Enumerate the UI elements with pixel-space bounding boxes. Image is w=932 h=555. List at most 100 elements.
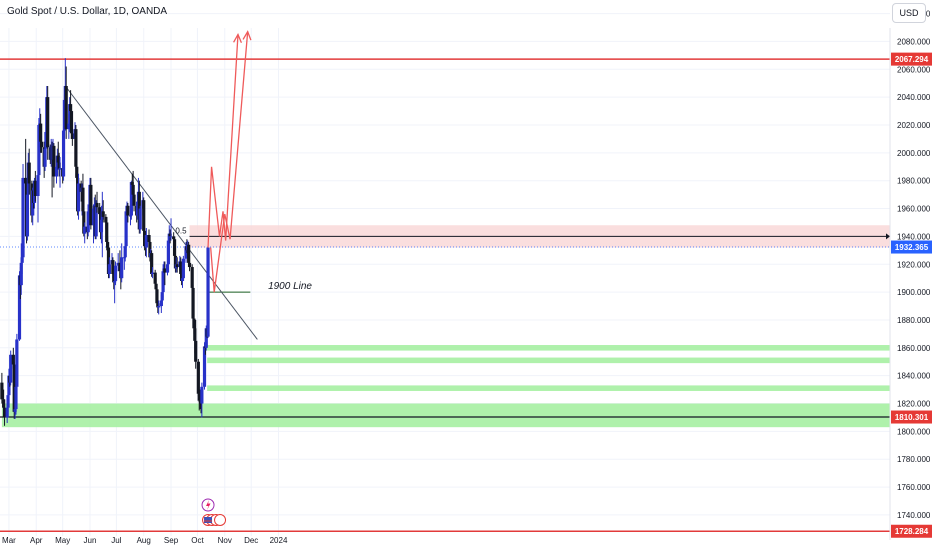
- candle-body: [194, 340, 198, 362]
- target-line-label: 1900 Line: [268, 281, 312, 292]
- candle-body: [57, 162, 61, 170]
- price-tick-label: 2060.000: [897, 65, 931, 74]
- candle-body: [14, 386, 18, 410]
- candle-body: [62, 99, 67, 131]
- low-price-tag: [891, 524, 932, 538]
- candle-body: [111, 260, 115, 274]
- time-tick-label: Jun: [84, 536, 97, 545]
- candle-body: [75, 166, 79, 178]
- candle-body: [132, 194, 136, 206]
- candle-body: [165, 264, 170, 273]
- candle-body: [155, 289, 159, 304]
- low-price-tag-label: 1728.284: [895, 527, 929, 536]
- price-tick-label: 2000.000: [897, 149, 931, 158]
- candle-body: [106, 241, 110, 248]
- candle-body: [124, 211, 128, 247]
- lightning-glyph: [206, 500, 211, 510]
- candle-body: [95, 202, 99, 208]
- candle-body: [44, 131, 48, 149]
- candle-body: [0, 382, 4, 400]
- candle-body: [193, 328, 197, 341]
- currency-button[interactable]: USD: [892, 3, 926, 23]
- candle-body: [112, 274, 116, 283]
- support-zone: [1, 403, 891, 428]
- candle-body: [120, 257, 124, 279]
- candle-body: [74, 129, 78, 167]
- time-tick-label: Nov: [218, 536, 232, 545]
- candle-body: [21, 177, 25, 258]
- price-tick-label: 1840.000: [897, 372, 931, 381]
- candle-body: [175, 264, 179, 268]
- candle-body: [101, 211, 105, 217]
- candle-body: [46, 97, 50, 148]
- price-tick-label: 1820.000: [897, 400, 931, 409]
- price-tick-label: 1860.000: [897, 344, 931, 353]
- time-tick-label: Dec: [244, 536, 258, 545]
- fib-level-label: 0.5: [175, 226, 187, 235]
- trendline-group: [64, 85, 258, 340]
- price-tick-label: 1800.000: [897, 427, 931, 436]
- candle-body: [157, 306, 161, 308]
- candle-body: [104, 216, 108, 223]
- candle-body: [200, 386, 204, 404]
- candle-body: [25, 194, 30, 237]
- candle-body: [82, 211, 86, 234]
- price-tick-label: 2040.000: [897, 93, 931, 102]
- candle-body: [2, 399, 6, 408]
- candle-body: [12, 364, 16, 412]
- price-tick-label: 2080.000: [897, 37, 931, 46]
- trendline: [64, 85, 258, 340]
- candle-body: [143, 230, 147, 247]
- candle-body: [191, 287, 195, 319]
- candle-body: [169, 236, 173, 238]
- candle-body: [150, 253, 154, 274]
- candle-body: [99, 219, 104, 233]
- candle-body: [67, 123, 71, 130]
- event-flag-icon[interactable]: [214, 514, 227, 526]
- candle-body: [187, 244, 191, 263]
- candle-body: [135, 201, 140, 216]
- support-zone: [207, 357, 891, 364]
- candle-body: [166, 240, 170, 265]
- candle-body: [113, 280, 117, 283]
- support-zone: [205, 345, 891, 351]
- candle-body: [39, 141, 44, 148]
- candle-body: [173, 255, 178, 269]
- candle-body: [98, 207, 102, 215]
- time-axis: Mar Apr May Jun Jul Aug Sep Oct Nov Dec 2024: [2, 536, 288, 545]
- price-tags: 2067.294 1932.365 1810.301 1728.284: [891, 52, 932, 538]
- candle-body: [154, 283, 158, 290]
- projection-arrow: [210, 31, 249, 293]
- candle-body: [184, 246, 188, 259]
- candle-body: [61, 130, 66, 177]
- last-price-price-tag-label: 1932.365: [895, 243, 929, 252]
- candle-body: [106, 247, 111, 274]
- horizontal-levels: [0, 58, 890, 532]
- candle-body: [142, 200, 146, 231]
- projection-arrow: [207, 34, 239, 248]
- support-price-tag-label: 1810.301: [895, 413, 929, 422]
- price-tick-label: 1760.000: [897, 483, 931, 492]
- time-tick-label: Apr: [30, 536, 43, 545]
- candle-body: [147, 235, 151, 242]
- candle-body: [144, 235, 148, 248]
- candle-body: [130, 182, 134, 185]
- candle-body: [43, 148, 47, 167]
- candle-body: [153, 272, 157, 284]
- candle-body: [179, 261, 183, 274]
- candle-body: [180, 278, 185, 281]
- event-markers[interactable]: [201, 498, 227, 526]
- candle-body: [11, 354, 15, 365]
- candle-body: [138, 208, 142, 230]
- price-tick-label: 1880.000: [897, 316, 931, 325]
- price-zones: [1, 225, 891, 428]
- price-tick-label: 1920.000: [897, 260, 931, 269]
- candle-body: [150, 272, 155, 274]
- time-tick-label: Aug: [137, 536, 151, 545]
- candle-body: [17, 275, 22, 340]
- candle-body: [70, 133, 74, 139]
- candle-body: [54, 166, 59, 177]
- candle-body: [76, 183, 81, 212]
